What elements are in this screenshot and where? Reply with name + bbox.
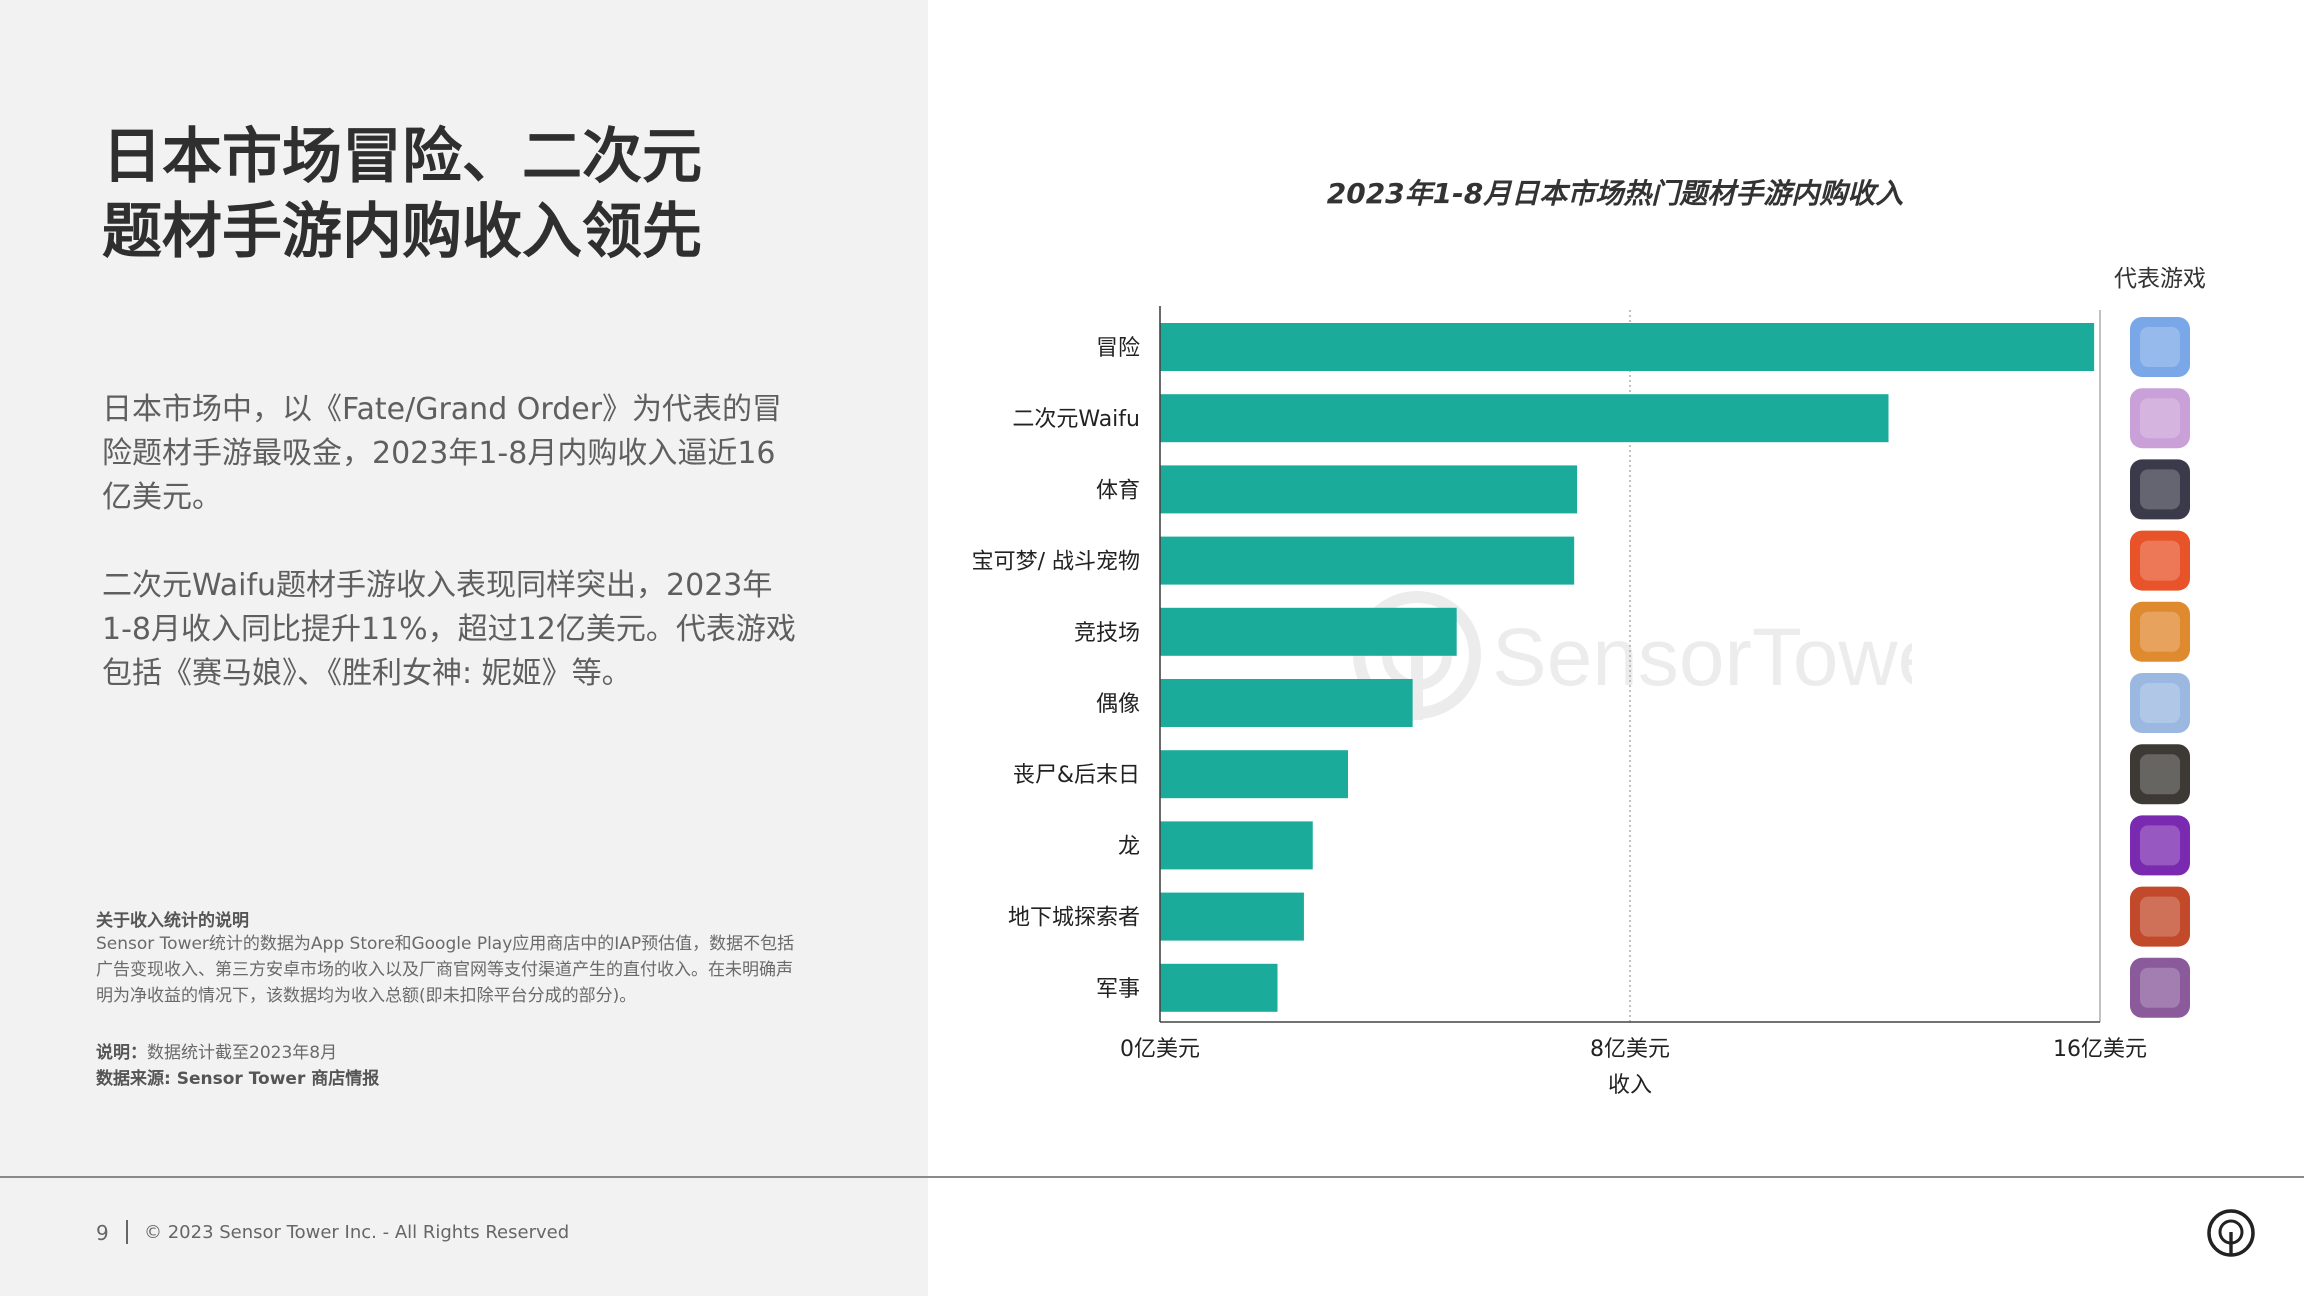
page-title-line-2: 题材手游内购收入领先 — [102, 197, 702, 267]
notes-date-label: 说明： — [96, 1043, 147, 1063]
bar-2 — [1160, 465, 1578, 514]
page-number-separator — [126, 1220, 128, 1244]
category-label-1: 二次元Waifu — [1012, 407, 1140, 432]
notes-title: 关于收入统计的说明 — [96, 911, 249, 931]
dragon-game-icon-highlight — [2140, 825, 2180, 866]
category-label-5: 偶像 — [1096, 692, 1140, 717]
page-title: 日本市场冒险、二次元 题材手游内购收入领先 — [102, 120, 902, 270]
intro-paragraph-2: 二次元Waifu题材手游收入表现同样突出，2023年1-8月收入同比提升11%，… — [102, 568, 796, 691]
x-tick-label-0: 0亿美元 — [1120, 1037, 1200, 1062]
notes-date: 说明：数据统计截至2023年8月 — [96, 1038, 337, 1063]
pet-battle-game-icon — [2130, 530, 2190, 591]
bar-6 — [1160, 750, 1348, 799]
dragon-game-icon — [2130, 815, 2190, 876]
zombie-game-icon-highlight — [2140, 754, 2180, 795]
arena-game-icon — [2130, 601, 2190, 662]
left-panel — [0, 0, 928, 1176]
dungeon-game-icon-highlight — [2140, 896, 2180, 937]
military-game-icon — [2130, 957, 2190, 1018]
footer-left-background — [0, 1177, 928, 1296]
sensor-tower-logo-icon — [2207, 1209, 2255, 1257]
notes-date-text: 数据统计截至2023年8月 — [147, 1043, 338, 1063]
copyright-notice: © 2023 Sensor Tower Inc. - All Rights Re… — [144, 1222, 570, 1243]
category-label-2: 体育 — [1096, 478, 1140, 503]
bar-3 — [1160, 536, 1575, 585]
x-tick-label-1: 8亿美元 — [1590, 1037, 1670, 1062]
page-number: 9 — [96, 1221, 109, 1245]
military-game-icon-highlight — [2140, 967, 2180, 1008]
idol-game-icon — [2130, 673, 2190, 733]
page-title-line-1: 日本市场冒险、二次元 — [102, 122, 702, 192]
idol-game-icon-highlight — [2140, 683, 2180, 723]
chart-title: 2023年1-8月日本市场热门题材手游内购收入 — [1327, 177, 1904, 210]
category-label-0: 冒险 — [1096, 336, 1140, 361]
bar-8 — [1160, 892, 1304, 941]
bar-4 — [1160, 607, 1457, 656]
bar-1 — [1160, 394, 1889, 443]
bar-7 — [1160, 821, 1313, 870]
dungeon-game-icon — [2130, 886, 2190, 947]
adventure-game-icon — [2130, 317, 2190, 377]
notes-source: 数据来源: Sensor Tower 商店情报 — [96, 1069, 380, 1089]
footer-divider — [0, 1176, 2304, 1178]
bar-9 — [1160, 963, 1278, 1012]
bar-0 — [1160, 323, 2095, 371]
category-label-4: 竞技场 — [1074, 621, 1140, 646]
bar-5 — [1160, 679, 1413, 727]
x-axis-label: 收入 — [1608, 1073, 1652, 1098]
waifu-game-icon — [2130, 388, 2190, 449]
category-label-6: 丧尸&后末日 — [1013, 763, 1140, 788]
x-tick-label-2: 16亿美元 — [2053, 1037, 2147, 1062]
adventure-game-icon-highlight — [2140, 327, 2180, 367]
zombie-game-icon — [2130, 744, 2190, 805]
category-label-3: 宝可梦/ 战斗宠物 — [972, 550, 1140, 575]
category-label-9: 军事 — [1096, 977, 1140, 1002]
sports-game-icon-highlight — [2140, 469, 2180, 510]
intro-paragraph-1: 日本市场中，以《Fate/Grand Order》为代表的冒险题材手游最吸金，2… — [102, 392, 783, 515]
category-label-8: 地下城探索者 — [1008, 906, 1140, 931]
waifu-game-icon-highlight — [2140, 398, 2180, 439]
arena-game-icon-highlight — [2140, 611, 2180, 652]
representative-games-header: 代表游戏 — [2114, 266, 2206, 292]
category-label-7: 龙 — [1118, 834, 1140, 859]
notes-body: Sensor Tower统计的数据为App Store和Google Play应… — [96, 934, 795, 1006]
pet-battle-game-icon-highlight — [2140, 540, 2180, 581]
sports-game-icon — [2130, 459, 2190, 520]
